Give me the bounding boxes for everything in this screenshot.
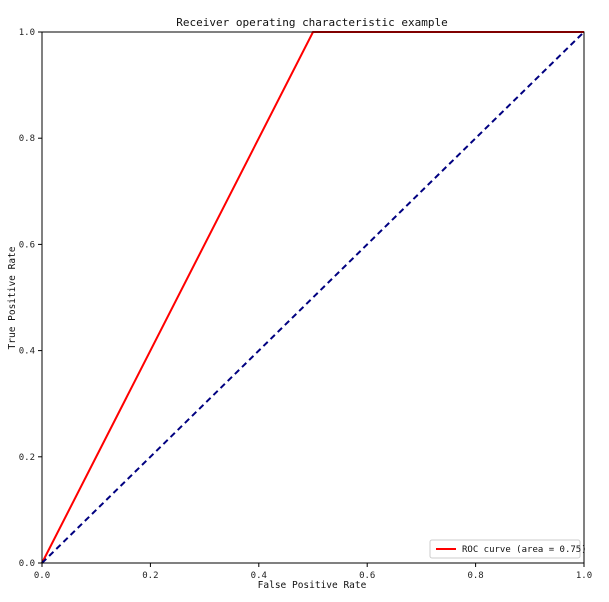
y-axis-label: True Positive Rate bbox=[7, 246, 18, 349]
legend-box bbox=[429, 539, 581, 559]
legend-label-roc: ROC curve (area = 0.75) bbox=[462, 545, 587, 555]
x-tick-label: 0.4 bbox=[251, 571, 267, 581]
y-tick-label: 1.0 bbox=[19, 28, 35, 38]
plot-frame bbox=[41, 31, 585, 564]
x-tick-label: 0.6 bbox=[359, 571, 375, 581]
chart-title: Receiver operating characteristic exampl… bbox=[176, 16, 448, 29]
x-axis: 0.0 0.2 0.4 0.6 0.8 1.0 bbox=[34, 563, 592, 581]
x-axis-label: False Positive Rate bbox=[258, 580, 367, 591]
y-tick-label: 0.4 bbox=[19, 347, 35, 357]
y-axis: 0.0 0.2 0.4 0.6 0.8 1.0 bbox=[19, 28, 42, 569]
x-tick-label: 0.0 bbox=[34, 571, 50, 581]
x-tick-label: 0.2 bbox=[142, 571, 158, 581]
y-tick-label: 0.6 bbox=[19, 240, 35, 250]
y-tick-label: 0.8 bbox=[19, 134, 35, 144]
x-tick-label: 1.0 bbox=[576, 571, 592, 581]
y-tick-label: 0.0 bbox=[19, 559, 35, 569]
legend: ROC curve (area = 0.75) bbox=[429, 539, 587, 559]
y-tick-label: 0.2 bbox=[19, 453, 35, 463]
chance-diagonal-line bbox=[41, 31, 585, 564]
x-tick-label: 0.8 bbox=[467, 571, 483, 581]
series-layer bbox=[41, 31, 585, 564]
